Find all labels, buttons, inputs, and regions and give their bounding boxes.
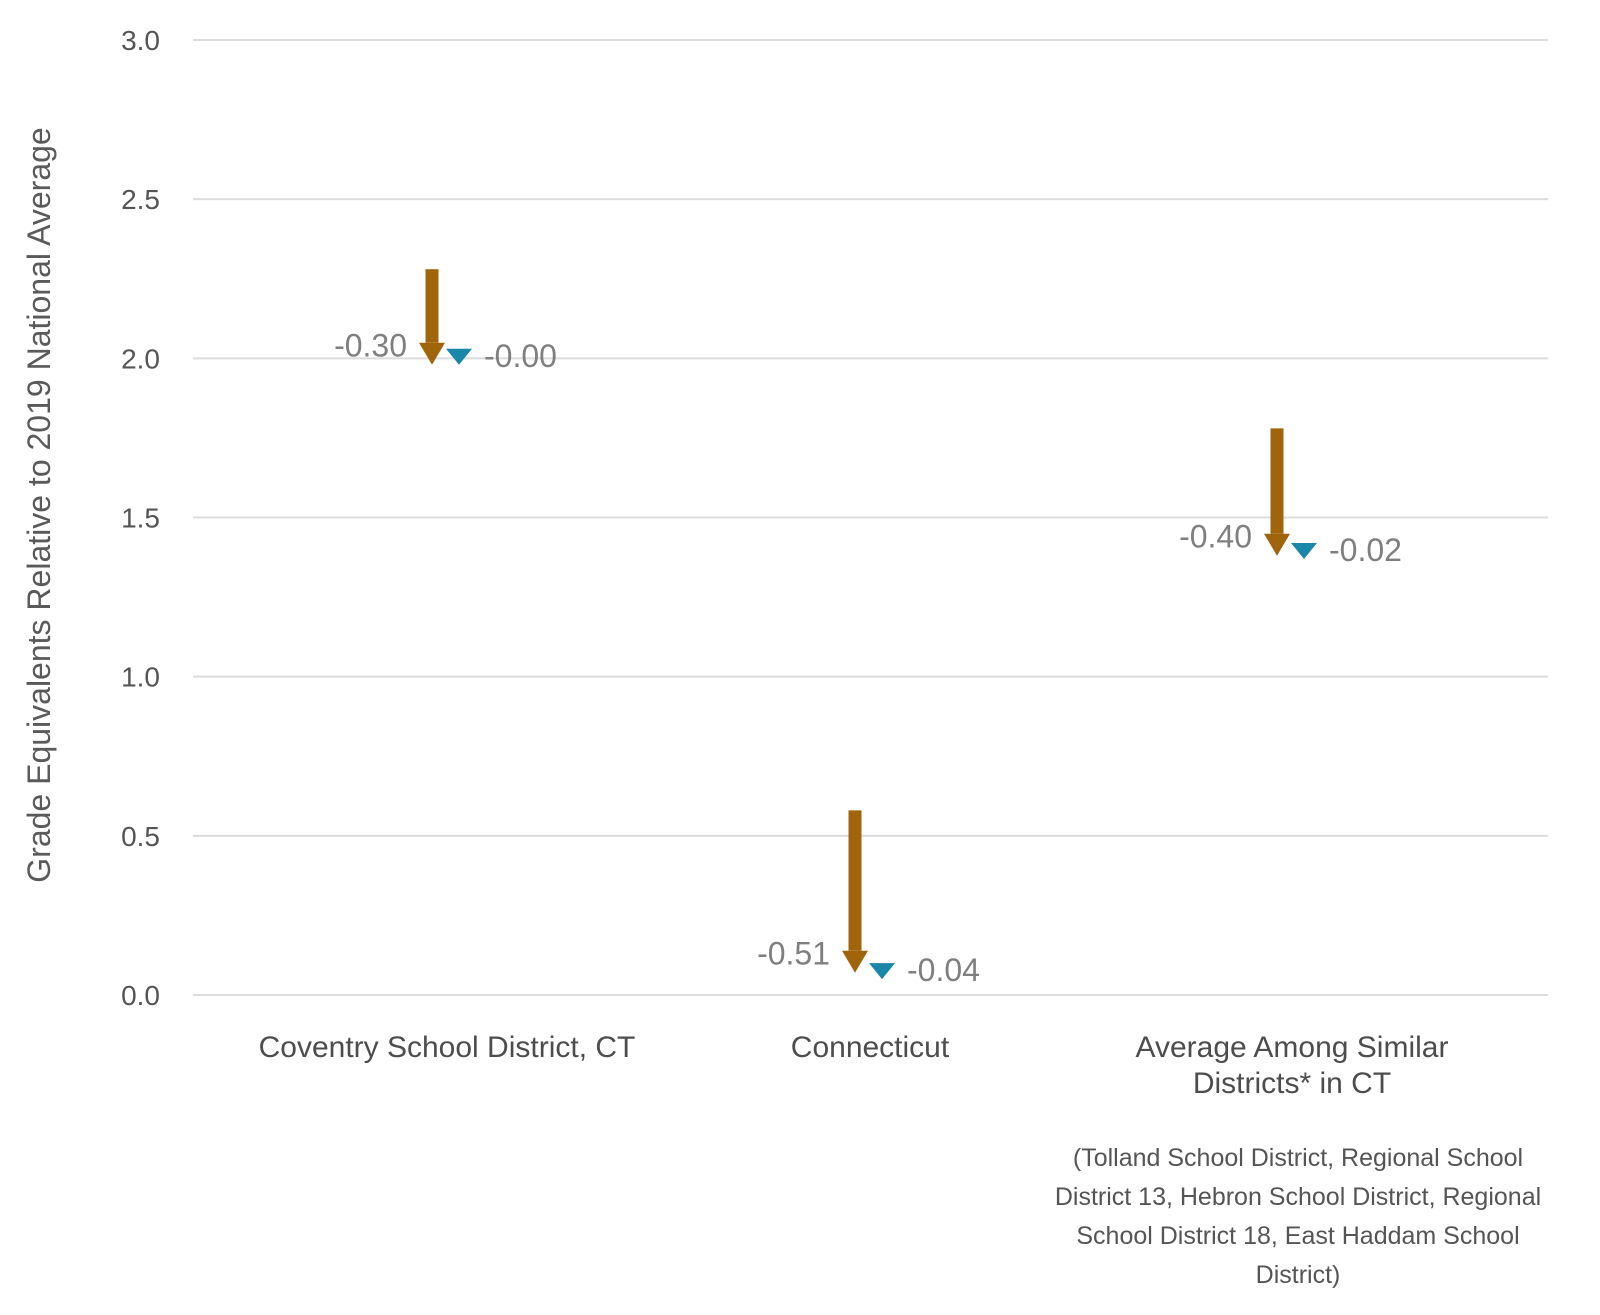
decline-arrow-head xyxy=(419,342,445,365)
small-arrow-head xyxy=(446,348,472,365)
category-label: Coventry School District, CT xyxy=(259,1031,636,1064)
category-label-line: Coventry School District, CT xyxy=(259,1031,636,1064)
value-labels: -0.30 -0.00 -0.51 -0.04 -0.40 -0.02 xyxy=(334,328,1402,988)
category-label: Average Among Similar Districts* in CT xyxy=(1136,1031,1449,1100)
footnote-line: District 13, Hebron School District, Reg… xyxy=(1055,1183,1541,1211)
category-label-line: Average Among Similar xyxy=(1136,1031,1449,1064)
decline-value-label: -0.51 xyxy=(757,936,830,972)
y-axis-ticks: 0.0 0.5 1.0 1.5 2.0 2.5 3.0 xyxy=(121,25,160,1011)
arrows xyxy=(419,269,1317,980)
decline-value-label: -0.40 xyxy=(1179,519,1252,555)
category-labels: Coventry School District, CT Connecticut A… xyxy=(259,1031,1449,1100)
y-tick-label: 1.5 xyxy=(121,503,160,534)
y-tick-label: 2.5 xyxy=(121,184,160,215)
small-value-label: -0.00 xyxy=(484,338,557,374)
y-tick-label: 2.0 xyxy=(121,343,160,374)
decline-arrow-shaft xyxy=(1270,428,1284,534)
category-label-line: Districts* in CT xyxy=(1193,1067,1391,1100)
small-value-label: -0.04 xyxy=(907,952,980,988)
decline-arrow-shaft xyxy=(425,269,439,343)
y-tick-label: 0.0 xyxy=(121,980,160,1011)
footnote-text: (Tolland School District, Regional Schoo… xyxy=(1055,1144,1541,1289)
y-tick-label: 1.0 xyxy=(121,662,160,693)
small-value-label: -0.02 xyxy=(1329,532,1402,568)
y-tick-label: 3.0 xyxy=(121,25,160,56)
footnote: (Tolland School District, Regional Schoo… xyxy=(1055,1144,1541,1289)
small-arrow-head xyxy=(869,963,895,980)
decline-arrow-head xyxy=(1264,533,1290,556)
decline-arrow-shaft xyxy=(848,810,862,951)
footnote-line: School District 18, East Haddam School xyxy=(1076,1222,1519,1250)
footnote-line: District) xyxy=(1256,1261,1341,1289)
y-axis-label: Grade Equivalents Relative to 2019 Natio… xyxy=(21,127,57,882)
category-label-line: Connecticut xyxy=(791,1031,950,1064)
decline-value-label: -0.30 xyxy=(334,328,407,364)
decline-arrow-head xyxy=(842,950,868,973)
footnote-line: (Tolland School District, Regional Schoo… xyxy=(1073,1144,1523,1172)
gridlines xyxy=(193,39,1548,996)
small-arrow-head xyxy=(1291,542,1317,559)
y-tick-label: 0.5 xyxy=(121,821,160,852)
category-label: Connecticut xyxy=(791,1031,950,1064)
